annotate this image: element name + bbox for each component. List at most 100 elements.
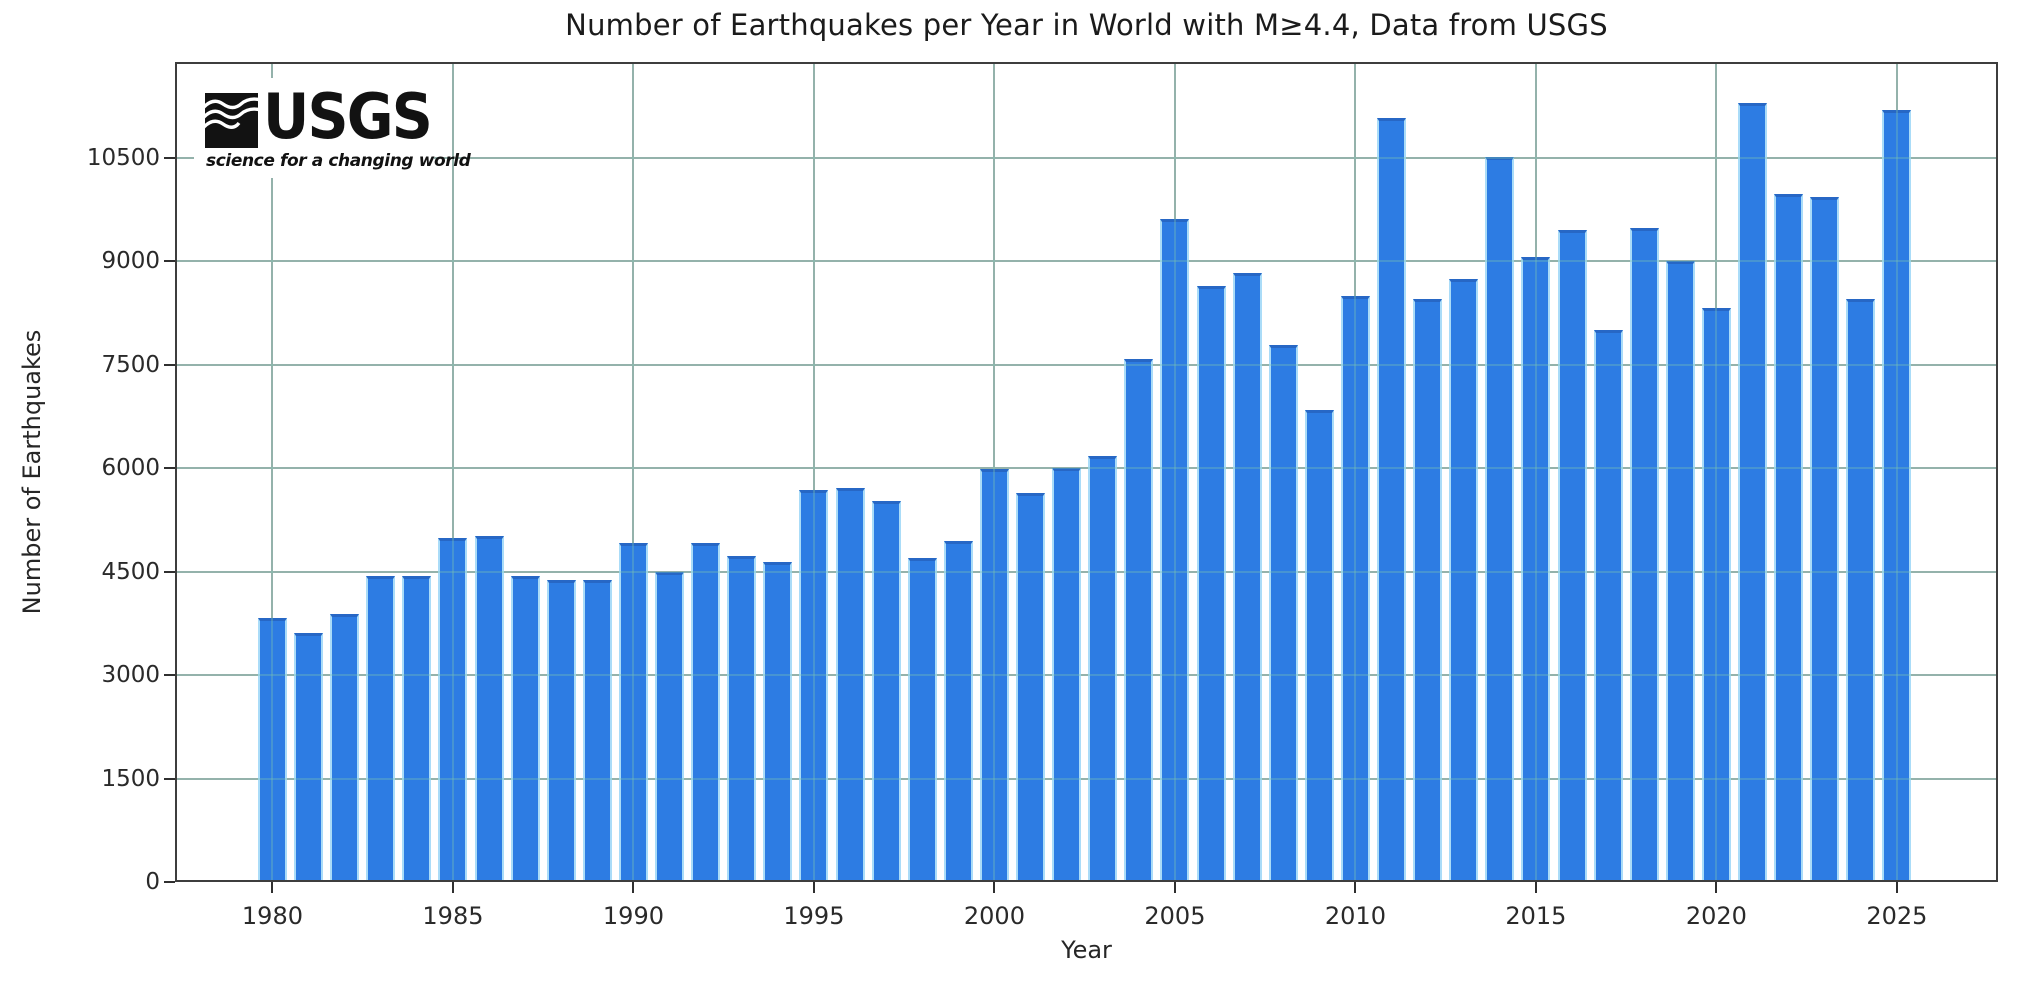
bar-2022 bbox=[1774, 193, 1804, 882]
y-tick-label-4500: 4500 bbox=[101, 558, 160, 585]
x-tick-mark-2005 bbox=[1173, 882, 1176, 893]
bar-2002 bbox=[1052, 468, 1082, 882]
bar-2025 bbox=[1882, 109, 1912, 882]
y-gridline-3000 bbox=[175, 674, 1998, 677]
chart-title: Number of Earthquakes per Year in World … bbox=[565, 8, 1608, 42]
x-tick-mark-1990 bbox=[632, 882, 635, 893]
bar-1998 bbox=[907, 557, 937, 882]
x-gridline-2000 bbox=[993, 62, 996, 882]
x-tick-mark-2015 bbox=[1534, 882, 1537, 893]
bar-2009 bbox=[1304, 409, 1334, 882]
usgs-logo-text: USGS bbox=[263, 80, 433, 153]
bar-2017 bbox=[1593, 330, 1623, 882]
y-tick-mark-1500 bbox=[164, 777, 175, 780]
y-gridline-10500 bbox=[175, 156, 1998, 159]
x-tick-mark-2025 bbox=[1895, 882, 1898, 893]
y-tick-mark-10500 bbox=[164, 156, 175, 159]
x-tick-label-1985: 1985 bbox=[422, 902, 484, 930]
bar-2023 bbox=[1810, 197, 1840, 882]
x-gridline-1985 bbox=[451, 62, 454, 882]
bar-1980 bbox=[257, 617, 287, 882]
bar-2013 bbox=[1449, 279, 1479, 882]
bar-1989 bbox=[582, 579, 612, 882]
bar-1996 bbox=[835, 488, 865, 882]
x-gridline-2020 bbox=[1715, 62, 1718, 882]
x-gridline-2025 bbox=[1895, 62, 1898, 882]
bar-2021 bbox=[1738, 102, 1768, 882]
bar-1995 bbox=[799, 490, 829, 882]
x-tick-mark-2020 bbox=[1715, 882, 1718, 893]
bar-2014 bbox=[1485, 157, 1515, 882]
x-gridline-1980 bbox=[271, 62, 274, 882]
bar-1988 bbox=[546, 579, 576, 882]
x-tick-mark-2010 bbox=[1354, 882, 1357, 893]
x-axis-label: Year bbox=[1061, 936, 1112, 964]
bar-2004 bbox=[1124, 358, 1154, 882]
x-gridline-1985 bbox=[451, 62, 454, 882]
y-gridline-6000 bbox=[175, 467, 1998, 470]
bar-1983 bbox=[366, 576, 396, 882]
y-gridline-7500 bbox=[175, 363, 1998, 366]
y-tick-mark-7500 bbox=[164, 363, 175, 366]
y-gridline-4500 bbox=[175, 570, 1998, 573]
x-tick-label-1980: 1980 bbox=[241, 902, 303, 930]
bar-2024 bbox=[1846, 298, 1876, 882]
x-tick-label-2005: 2005 bbox=[1144, 902, 1206, 930]
y-gridline-9000 bbox=[175, 260, 1998, 263]
bar-2020 bbox=[1701, 307, 1731, 882]
x-gridline-1980 bbox=[271, 62, 274, 882]
x-gridline-2015 bbox=[1534, 62, 1537, 882]
y-tick-label-0: 0 bbox=[145, 869, 160, 895]
x-gridline-1995 bbox=[812, 62, 815, 882]
bar-2010 bbox=[1340, 296, 1370, 882]
bar-2015 bbox=[1521, 257, 1551, 882]
y-gridline-6000 bbox=[175, 467, 1998, 470]
x-tick-label-2010: 2010 bbox=[1324, 902, 1386, 930]
x-tick-label-1990: 1990 bbox=[602, 902, 664, 930]
x-tick-label-1995: 1995 bbox=[783, 902, 845, 930]
x-tick-label-2020: 2020 bbox=[1685, 902, 1747, 930]
x-tick-label-2025: 2025 bbox=[1866, 902, 1928, 930]
x-gridline-2010 bbox=[1354, 62, 1357, 882]
y-gridline-1500 bbox=[175, 777, 1998, 780]
y-gridline-1500 bbox=[175, 777, 1998, 780]
bar-2005 bbox=[1160, 218, 1190, 882]
x-tick-mark-2000 bbox=[993, 882, 996, 893]
bar-2011 bbox=[1377, 117, 1407, 882]
x-gridline-1990 bbox=[632, 62, 635, 882]
x-tick-mark-1980 bbox=[271, 882, 274, 893]
bar-2000 bbox=[979, 468, 1009, 882]
x-gridline-1995 bbox=[812, 62, 815, 882]
y-tick-label-1500: 1500 bbox=[101, 765, 160, 792]
x-gridline-2005 bbox=[1173, 62, 1176, 882]
bar-1992 bbox=[691, 542, 721, 882]
usgs-logo: USGS science for a changing world bbox=[194, 78, 471, 178]
bar-1982 bbox=[330, 614, 360, 882]
y-tick-label-3000: 3000 bbox=[101, 662, 160, 689]
bar-1984 bbox=[402, 576, 432, 882]
y-tick-mark-6000 bbox=[164, 467, 175, 470]
y-tick-label-9000: 9000 bbox=[101, 248, 160, 275]
bar-1999 bbox=[943, 541, 973, 882]
bar-1981 bbox=[294, 633, 324, 882]
bar-1991 bbox=[655, 572, 685, 882]
bar-2006 bbox=[1196, 286, 1226, 882]
bar-2012 bbox=[1413, 298, 1443, 882]
bar-2016 bbox=[1557, 229, 1587, 882]
usgs-logo-tagline: science for a changing world bbox=[206, 151, 471, 171]
y-tick-mark-0 bbox=[164, 881, 175, 883]
y-gridline-10500 bbox=[175, 156, 1998, 159]
y-gridline-7500 bbox=[175, 363, 1998, 366]
bar-1985 bbox=[438, 537, 468, 882]
bar-1990 bbox=[618, 543, 648, 882]
y-tick-label-7500: 7500 bbox=[101, 351, 160, 378]
y-tick-mark-9000 bbox=[164, 260, 175, 263]
bar-2003 bbox=[1088, 456, 1118, 882]
bar-1986 bbox=[474, 535, 504, 882]
y-gridline-4500 bbox=[175, 570, 1998, 573]
y-tick-mark-4500 bbox=[164, 570, 175, 573]
bar-1987 bbox=[510, 575, 540, 882]
y-gridline-9000 bbox=[175, 260, 1998, 263]
bar-1997 bbox=[871, 500, 901, 882]
